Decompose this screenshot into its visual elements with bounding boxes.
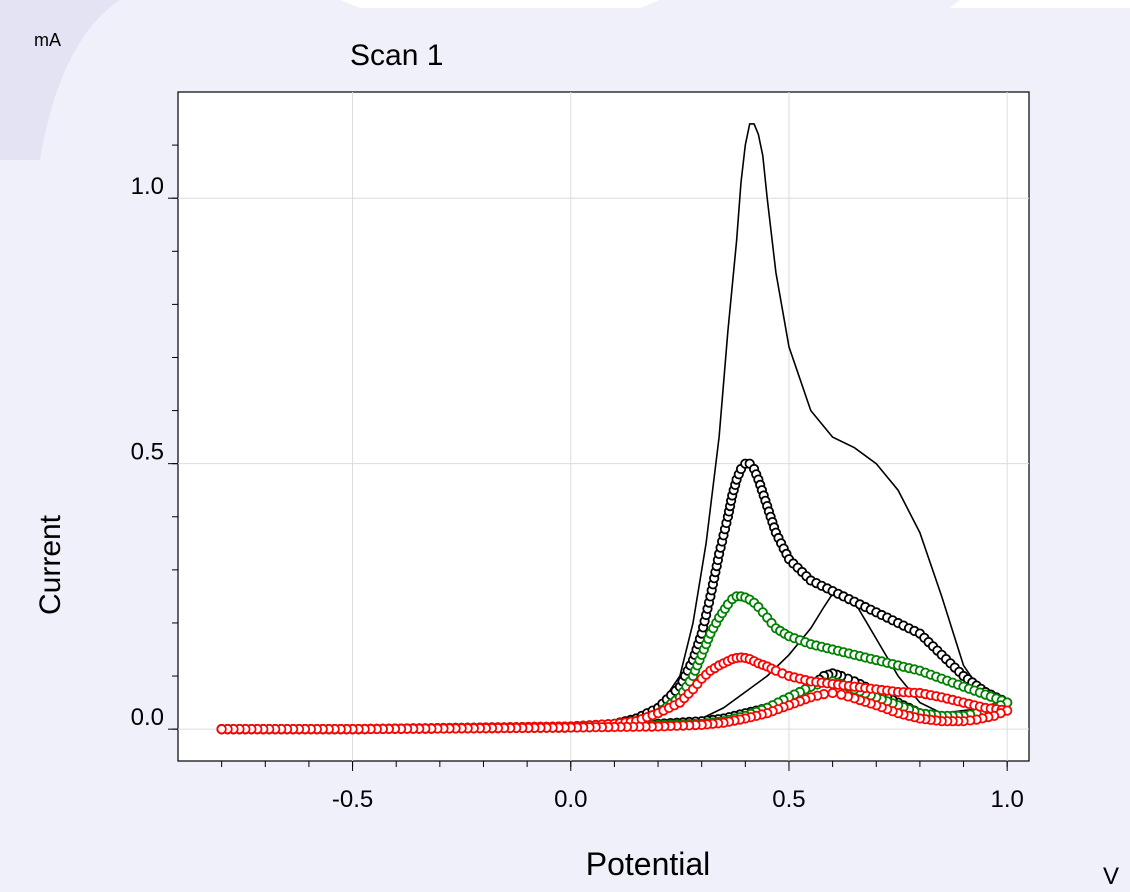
y-unit-label: mA — [34, 30, 61, 50]
y-tick-label: 1.0 — [131, 173, 164, 200]
series-1 — [221, 123, 1011, 730]
series-line — [221, 123, 1011, 730]
series-layer — [216, 123, 1013, 735]
x-tick-label: 0.5 — [772, 786, 805, 813]
x-axis-label: Potential — [586, 846, 711, 882]
x-tick-label: 0.0 — [554, 786, 587, 813]
data-point — [827, 687, 838, 699]
y-tick-label: 0.0 — [131, 704, 164, 731]
x-unit-label: V — [1103, 863, 1119, 890]
y-tick-label: 0.5 — [131, 439, 164, 466]
x-tick-label: -0.5 — [332, 786, 373, 813]
data-point — [836, 689, 847, 700]
x-tick-label: 1.0 — [990, 786, 1023, 813]
axis-ticks: -0.5 0.0 0.5 1.0 0.0 0.5 1.0 — [131, 144, 1024, 813]
y-axis-label: Current — [34, 514, 67, 615]
series-4 — [216, 652, 1013, 735]
data-point — [216, 724, 227, 735]
chart-title: Scan 1 — [350, 39, 443, 72]
plot-area — [177, 91, 1030, 762]
